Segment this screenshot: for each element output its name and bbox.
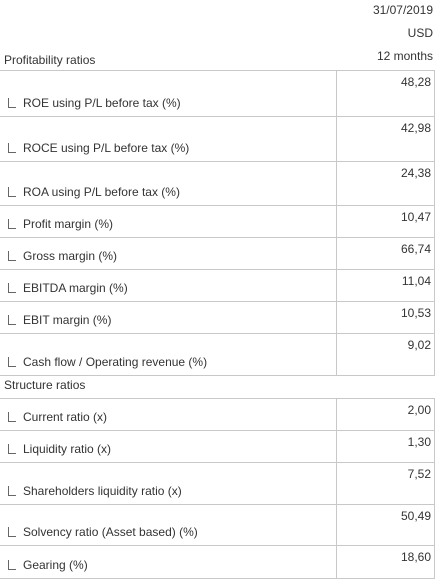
row-label-cell: Current ratio (x) [0,399,337,430]
row-value: 42,98 [400,121,431,135]
period-label: 12 months [376,49,433,63]
row-value-cell: 66,74 [337,238,435,269]
row-value: 10,53 [400,306,431,320]
report-date: 31/07/2019 [372,3,433,17]
row-label-cell: Profit margin (%) [0,206,337,237]
table-row: ROA using P/L before tax (%) 24,38 [0,162,435,206]
tree-branch-icon [8,315,16,325]
row-value: 66,74 [400,242,431,256]
row-label: Gross margin (%) [23,249,118,263]
table-row: Shareholders liquidity ratio (x) 7,52 [0,463,435,505]
tree-branch-icon [8,283,16,293]
structure-table: Current ratio (x) 2,00 Liquidity ratio (… [0,398,435,579]
row-value: 10,47 [400,210,431,224]
row-value-cell: 2,00 [337,399,435,430]
row-value: 18,60 [400,550,431,564]
tree-branch-icon [8,98,16,108]
row-value: 11,04 [401,274,431,288]
structure-section-title: Structure ratios [4,378,86,392]
currency-label: USD [407,26,433,40]
row-label: Profit margin (%) [23,217,114,231]
row-value-cell: 7,52 [337,463,435,504]
tree-branch-icon [8,527,16,537]
row-label-cell: ROA using P/L before tax (%) [0,162,337,205]
row-label-cell: Gross margin (%) [0,238,337,269]
row-label: Liquidity ratio (x) [23,442,112,456]
row-value: 24,38 [400,166,431,180]
row-label: ROCE using P/L before tax (%) [23,141,190,155]
row-label-cell: ROE using P/L before tax (%) [0,71,337,116]
tree-branch-icon [8,219,16,229]
table-row: Gearing (%) 18,60 [0,546,435,579]
row-label: Gearing (%) [23,558,88,572]
row-value: 9,02 [407,338,431,352]
row-label-cell: Solvency ratio (Asset based) (%) [0,505,337,545]
row-value: 48,28 [400,75,431,89]
row-label-cell: Cash flow / Operating revenue (%) [0,334,337,375]
row-label-cell: Liquidity ratio (x) [0,431,337,462]
profitability-section-title: Profitability ratios [4,53,96,67]
tree-branch-icon [8,486,16,496]
row-value-cell: 50,49 [337,505,435,545]
row-value-cell: 42,98 [337,117,435,161]
table-row: Liquidity ratio (x) 1,30 [0,431,435,463]
profitability-table: ROE using P/L before tax (%) 48,28 ROCE … [0,70,435,376]
table-row: EBITDA margin (%) 11,04 [0,270,435,302]
table-row: Current ratio (x) 2,00 [0,399,435,431]
row-label: Cash flow / Operating revenue (%) [23,355,208,369]
row-value: 1,30 [407,435,431,449]
table-row: Gross margin (%) 66,74 [0,238,435,270]
row-value-cell: 10,53 [337,302,435,333]
row-label: ROE using P/L before tax (%) [23,96,181,110]
row-value-cell: 9,02 [337,334,435,375]
row-value: 7,52 [407,467,431,481]
row-value-cell: 18,60 [337,546,435,578]
row-label: EBITDA margin (%) [23,281,128,295]
row-label-cell: Shareholders liquidity ratio (x) [0,463,337,504]
row-value-cell: 48,28 [337,71,435,116]
row-value-cell: 11,04 [337,270,435,301]
row-value-cell: 24,38 [337,162,435,205]
row-label: Solvency ratio (Asset based) (%) [23,525,198,539]
row-label-cell: ROCE using P/L before tax (%) [0,117,337,161]
tree-branch-icon [8,187,16,197]
row-label: Shareholders liquidity ratio (x) [23,484,182,498]
table-row: ROE using P/L before tax (%) 48,28 [0,71,435,117]
tree-branch-icon [8,251,16,261]
row-label-cell: Gearing (%) [0,546,337,578]
row-label-cell: EBITDA margin (%) [0,270,337,301]
tree-branch-icon [8,444,16,454]
tree-branch-icon [8,560,16,570]
row-label: ROA using P/L before tax (%) [23,185,180,199]
tree-branch-icon [8,412,16,422]
table-row: Cash flow / Operating revenue (%) 9,02 [0,334,435,376]
table-row: Profit margin (%) 10,47 [0,206,435,238]
row-value-cell: 10,47 [337,206,435,237]
row-label: Current ratio (x) [23,410,108,424]
tree-branch-icon [8,143,16,153]
row-value-cell: 1,30 [337,431,435,462]
row-value: 2,00 [407,403,431,417]
table-row: Solvency ratio (Asset based) (%) 50,49 [0,505,435,546]
tree-branch-icon [8,357,16,367]
row-value: 50,49 [400,509,431,523]
table-row: EBIT margin (%) 10,53 [0,302,435,334]
table-row: ROCE using P/L before tax (%) 42,98 [0,117,435,162]
row-label: EBIT margin (%) [23,313,112,327]
row-label-cell: EBIT margin (%) [0,302,337,333]
